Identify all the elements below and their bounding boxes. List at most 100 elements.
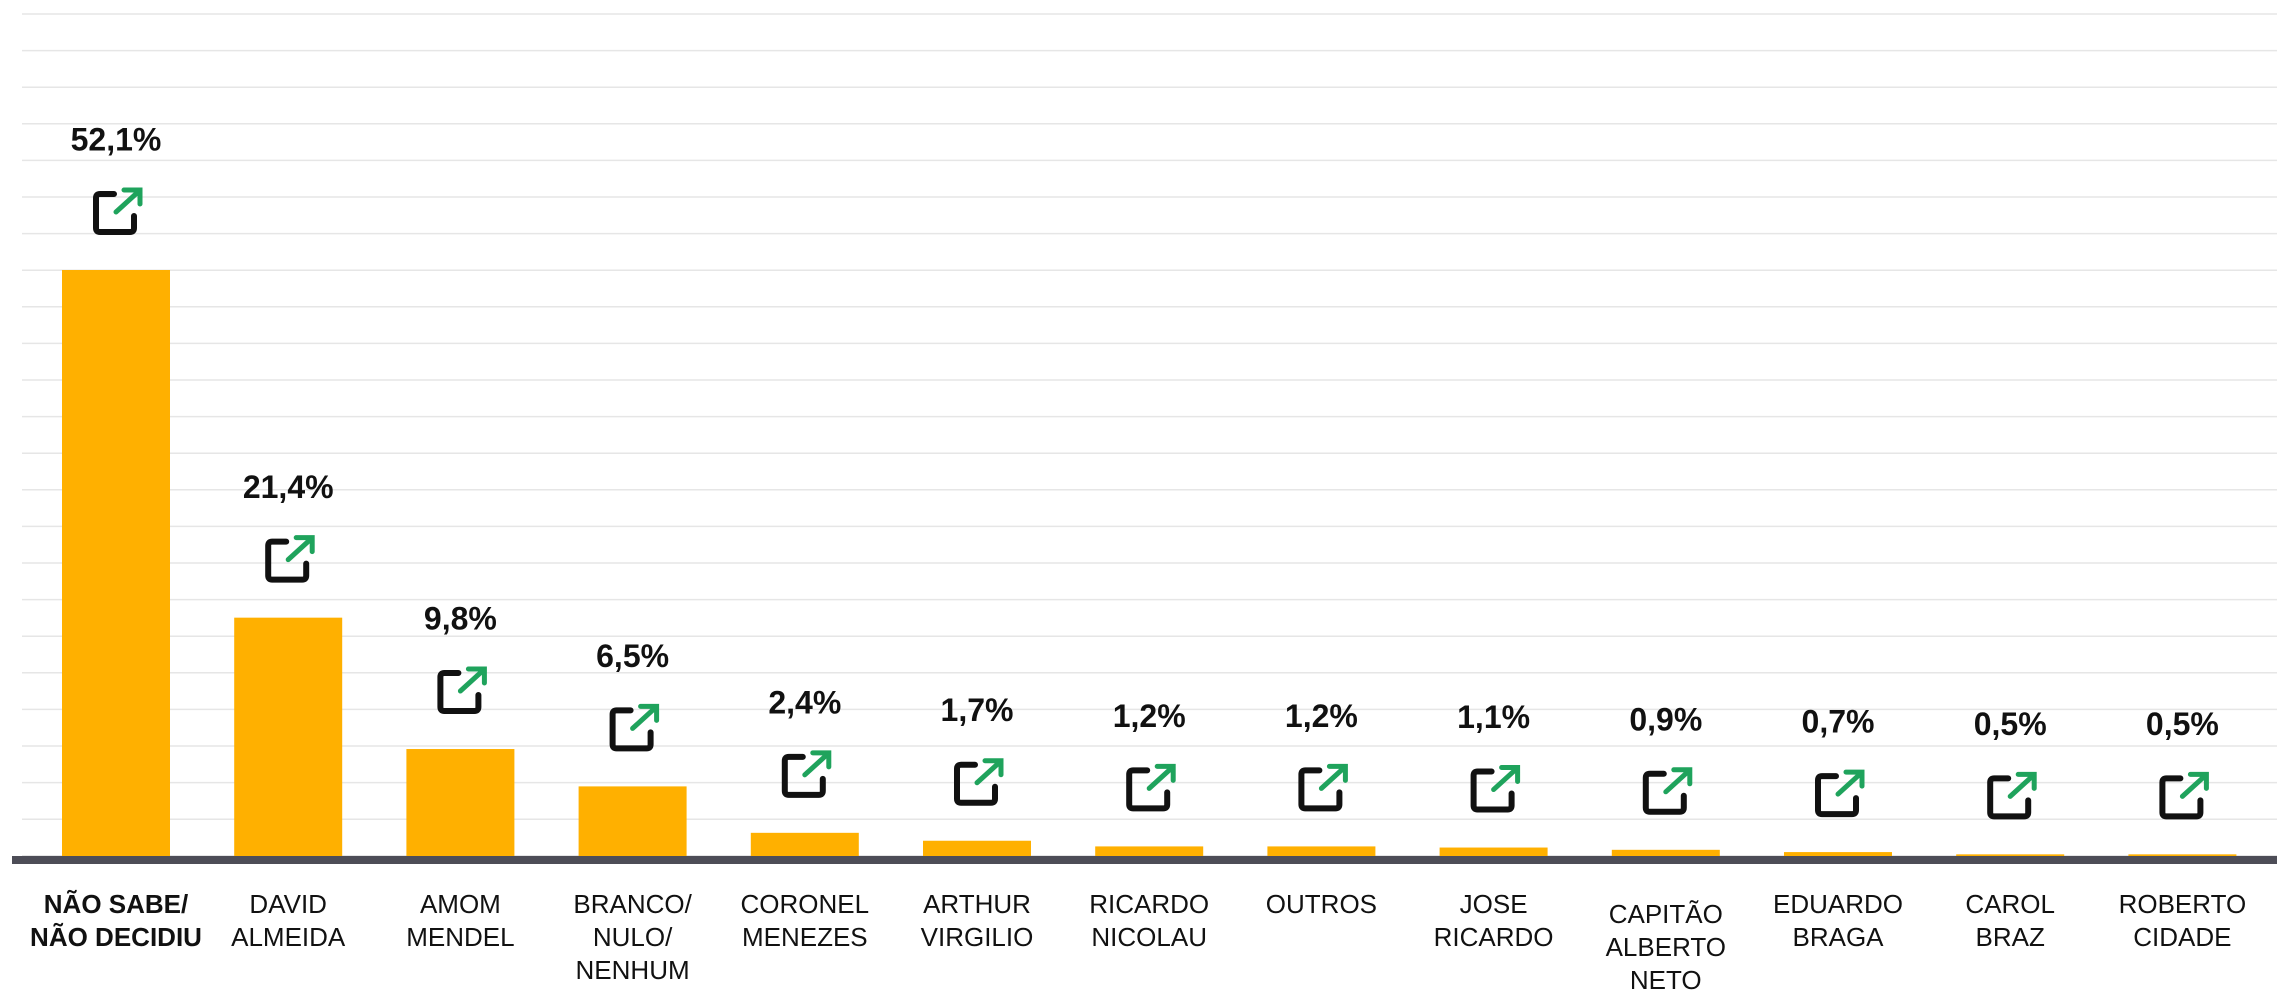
x-tick-label-line: NULO/ — [593, 922, 673, 952]
x-tick-label-line: CIDADE — [2133, 922, 2231, 952]
value-label: 6,5% — [596, 638, 669, 674]
x-tick-label: OUTROS — [1266, 889, 1377, 919]
x-tick-label-line: NENHUM — [576, 955, 690, 985]
icon-frame — [1815, 773, 1859, 818]
x-tick-label: CAPITÃO ALBERTO NETO — [1606, 899, 1726, 994]
bar — [406, 749, 515, 860]
x-tick-label-line: ROBERTO — [2119, 889, 2247, 919]
x-tick-label-line: ALMEIDA — [231, 922, 346, 952]
x-tick-label-line: CORONEL — [741, 889, 870, 919]
bar — [750, 832, 859, 860]
x-tick-label-line: CAROL — [1965, 889, 2055, 919]
bar — [923, 840, 1031, 860]
x-tick-label-line: NETO — [1630, 965, 1702, 994]
icon-arrow — [1663, 767, 1693, 795]
icon-arrow — [802, 750, 832, 778]
x-tick-label: EDUARDO BRAGA — [1773, 889, 1903, 952]
icon-frame — [781, 753, 826, 798]
link-icon — [1642, 767, 1693, 815]
icon-arrow — [2007, 771, 2037, 799]
value-label: 1,2% — [1285, 698, 1358, 734]
value-label: 1,7% — [941, 692, 1014, 728]
link-icon — [1987, 771, 2037, 820]
icon-arrow — [2179, 771, 2209, 799]
icon-frame — [609, 707, 654, 752]
icon-arrow — [285, 535, 315, 563]
value-label: 0,5% — [1974, 706, 2047, 742]
x-tick-label-line: MENDEL — [406, 922, 514, 952]
link-icon — [1470, 765, 1521, 813]
icon-frame — [437, 670, 482, 715]
x-tick-label-line: OUTROS — [1266, 889, 1377, 919]
x-tick-label-line: VIRGILIO — [921, 922, 1034, 952]
bar — [62, 270, 170, 860]
x-tick-label: CORONEL MENEZES — [741, 889, 870, 952]
x-tick-label: ROBERTO CIDADE — [2119, 889, 2247, 952]
icon-frame — [265, 538, 310, 583]
icon-frame — [1987, 775, 2032, 820]
x-tick-label-line: AMOM — [420, 889, 501, 919]
link-icon — [265, 535, 315, 583]
icon-frame — [1470, 768, 1515, 813]
icon-arrow — [1491, 765, 1521, 793]
icon-arrow — [1318, 763, 1348, 791]
x-tick-label: JOSE RICARDO — [1434, 889, 1554, 952]
icon-arrow — [113, 187, 143, 215]
x-tick-label-line: NÃO SABE/ — [44, 889, 188, 919]
x-tick-label-line: RICARDO — [1089, 889, 1209, 919]
value-label: 0,7% — [1802, 704, 1875, 740]
bar — [578, 786, 687, 860]
x-tick-label-line: MENEZES — [742, 922, 868, 952]
x-tick-label-line: ALBERTO — [1606, 932, 1726, 962]
value-label: 2,4% — [768, 684, 841, 720]
x-tick-label: ARTHUR VIRGILIO — [921, 889, 1034, 952]
link-icon — [2159, 771, 2209, 820]
grid — [22, 13, 2277, 857]
icon-frame — [1126, 767, 1171, 812]
icon-arrow — [630, 703, 660, 731]
value-label: 9,8% — [424, 600, 497, 636]
x-tick-label: DAVID ALMEIDA — [231, 889, 346, 952]
x-tick-label-line: JOSE — [1460, 889, 1528, 919]
bar — [234, 617, 343, 860]
x-tick-label-line: BRAGA — [1792, 922, 1884, 952]
x-tick-label-line: ARTHUR — [923, 889, 1031, 919]
link-icon — [1298, 763, 1348, 812]
x-tick-label-line: BRAZ — [1976, 922, 2045, 952]
x-tick-label-line: BRANCO/ — [573, 889, 692, 919]
x-tick-label: AMOM MENDEL — [406, 889, 514, 952]
value-label: 0,5% — [2146, 706, 2219, 742]
value-label: 21,4% — [243, 469, 334, 505]
value-label: 1,1% — [1457, 699, 1530, 735]
x-tick-label: CAROL BRAZ — [1965, 889, 2055, 952]
x-tick-label-line: EDUARDO — [1773, 889, 1903, 919]
value-label: 0,9% — [1629, 701, 1702, 737]
link-icon — [954, 758, 1004, 806]
link-icon — [609, 703, 660, 752]
icon-frame — [954, 761, 998, 806]
value-label: 52,1% — [71, 121, 162, 157]
icon-frame — [2159, 775, 2204, 820]
bar — [1611, 849, 1720, 860]
link-icon — [1126, 763, 1176, 812]
link-icon — [437, 666, 487, 715]
icon-frame — [1298, 767, 1343, 812]
link-icon — [1815, 769, 1865, 818]
x-tick-label-line: DAVID — [249, 889, 327, 919]
value-label: 1,2% — [1113, 698, 1186, 734]
x-tick-label-line: NÃO DECIDIU — [30, 922, 202, 952]
icon-frame — [1642, 770, 1687, 815]
link-icon — [781, 750, 832, 798]
x-tick-label: BRANCO/NULO/NENHUM — [573, 889, 692, 985]
x-tick-label: NÃO SABE/NÃO DECIDIU — [30, 889, 202, 952]
x-tick-label-line: CAPITÃO — [1609, 899, 1723, 929]
icon-arrow — [457, 666, 487, 694]
icon-arrow — [974, 758, 1004, 786]
x-tick-label-line: RICARDO — [1434, 922, 1554, 952]
x-tick-label: RICARDO NICOLAU — [1089, 889, 1209, 952]
link-icon — [93, 187, 143, 235]
icon-frame — [93, 191, 137, 235]
icon-arrow — [1835, 769, 1865, 797]
icon-arrow — [1146, 763, 1176, 791]
